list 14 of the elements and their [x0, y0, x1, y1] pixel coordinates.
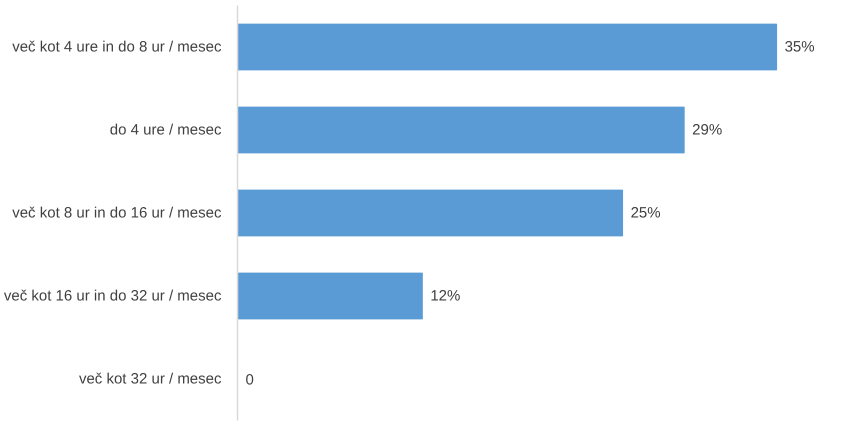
bar [238, 106, 685, 154]
data-label: 0 [246, 372, 254, 388]
bar [238, 272, 423, 320]
y-tick-label: do 4 ure / mesec [110, 122, 222, 138]
data-label: 25% [630, 204, 661, 222]
data-label: 35% [784, 38, 815, 56]
y-tick-label: več kot 8 ur in do 16 ur / mesec [12, 204, 222, 222]
data-label: 12% [430, 288, 460, 304]
y-tick-label: več kot 16 ur in do 32 ur / mesec [4, 288, 222, 304]
bar [238, 24, 778, 70]
bar [238, 190, 624, 236]
y-tick-label: več kot 4 ure in do 8 ur / mesec [12, 38, 222, 56]
y-tick-label: več kot 32 ur / mesec [78, 370, 222, 388]
data-label: 29% [692, 122, 722, 138]
